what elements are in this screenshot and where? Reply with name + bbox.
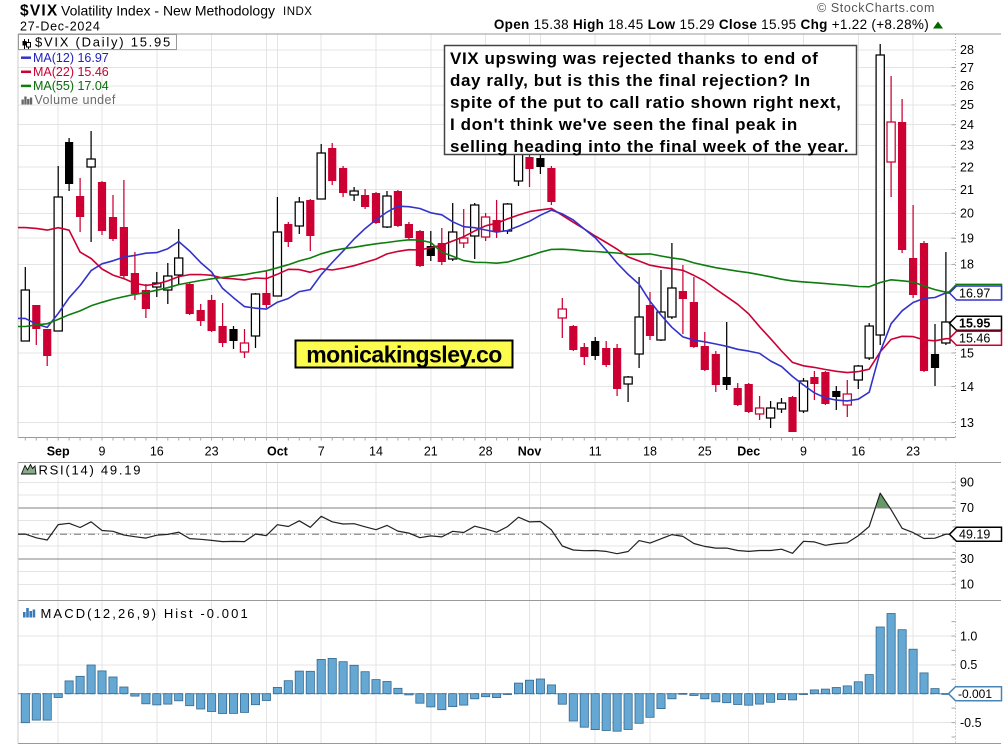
svg-text:28: 28 bbox=[479, 445, 493, 459]
svg-text:-0.5: -0.5 bbox=[960, 716, 982, 730]
svg-text:INDX: INDX bbox=[283, 6, 312, 18]
svg-text:16.97: 16.97 bbox=[959, 286, 990, 300]
svg-text:MA(12) 16.97: MA(12) 16.97 bbox=[33, 51, 109, 65]
svg-text:16: 16 bbox=[150, 445, 164, 459]
svg-text:18: 18 bbox=[643, 445, 657, 459]
svg-text:26: 26 bbox=[960, 79, 974, 93]
svg-text:selling heading into the final: selling heading into the final week of t… bbox=[450, 137, 849, 156]
svg-text:24: 24 bbox=[960, 118, 974, 132]
svg-text:23: 23 bbox=[960, 139, 974, 153]
svg-text:I don't think we've seen the f: I don't think we've seen the final peak … bbox=[450, 115, 798, 134]
svg-text:$VIX: $VIX bbox=[20, 3, 58, 20]
svg-text:Nov: Nov bbox=[518, 445, 542, 459]
svg-text:7: 7 bbox=[318, 445, 325, 459]
svg-text:11: 11 bbox=[589, 445, 602, 459]
svg-text:18: 18 bbox=[960, 258, 974, 272]
svg-text:9: 9 bbox=[99, 445, 106, 459]
svg-text:19: 19 bbox=[960, 232, 974, 246]
svg-text:30: 30 bbox=[960, 552, 974, 566]
svg-text:0.5: 0.5 bbox=[960, 658, 977, 672]
svg-text:MACD(12,26,9) Hist -0.001: MACD(12,26,9) Hist -0.001 bbox=[41, 606, 250, 621]
svg-text:Oct: Oct bbox=[267, 445, 289, 459]
svg-text:22: 22 bbox=[960, 160, 974, 174]
svg-text:10: 10 bbox=[960, 578, 974, 592]
svg-text:14: 14 bbox=[369, 445, 383, 459]
svg-text:27-Dec-2024: 27-Dec-2024 bbox=[20, 20, 101, 34]
svg-text:21: 21 bbox=[424, 445, 438, 459]
svg-text:28: 28 bbox=[960, 43, 974, 57]
svg-text:15.95: 15.95 bbox=[959, 317, 990, 331]
svg-text:23: 23 bbox=[205, 445, 219, 459]
svg-text:25: 25 bbox=[698, 445, 712, 459]
svg-text:90: 90 bbox=[960, 476, 974, 490]
svg-text:Volume undef: Volume undef bbox=[35, 93, 116, 107]
svg-text:Volatility Index - New Methodo: Volatility Index - New Methodology bbox=[61, 3, 275, 19]
svg-text:$VIX (Daily) 15.95: $VIX (Daily) 15.95 bbox=[35, 35, 172, 50]
svg-text:day rally, but is this the fin: day rally, but is this the final rejecti… bbox=[450, 71, 811, 90]
svg-text:MA(22) 15.46: MA(22) 15.46 bbox=[33, 65, 109, 79]
svg-text:15: 15 bbox=[960, 346, 974, 360]
svg-text:RSI(14) 49.19: RSI(14) 49.19 bbox=[39, 463, 143, 478]
svg-text:15.46: 15.46 bbox=[959, 332, 990, 346]
svg-text:21: 21 bbox=[960, 183, 974, 197]
svg-text:70: 70 bbox=[960, 501, 974, 515]
svg-text:23: 23 bbox=[906, 445, 920, 459]
svg-text:spite of the put to call ratio: spite of the put to call ratio shown rig… bbox=[450, 93, 841, 112]
svg-text:20: 20 bbox=[960, 207, 974, 221]
svg-text:13: 13 bbox=[960, 416, 974, 430]
svg-text:Sep: Sep bbox=[47, 445, 70, 459]
svg-text:9: 9 bbox=[800, 445, 807, 459]
svg-text:© StockCharts.com: © StockCharts.com bbox=[817, 1, 935, 15]
svg-text:Open 15.38 High 18.45 Low 15.2: Open 15.38 High 18.45 Low 15.29 Close 15… bbox=[494, 17, 929, 32]
svg-text:MA(55) 17.04: MA(55) 17.04 bbox=[33, 79, 109, 93]
svg-text:1.0: 1.0 bbox=[960, 629, 977, 643]
svg-text:-0.001: -0.001 bbox=[958, 687, 992, 701]
svg-text:25: 25 bbox=[960, 98, 974, 112]
svg-text:VIX upswing was rejected thank: VIX upswing was rejected thanks to end o… bbox=[450, 49, 818, 68]
svg-text:Dec: Dec bbox=[737, 445, 760, 459]
svg-text:14: 14 bbox=[960, 380, 974, 394]
svg-text:49.19: 49.19 bbox=[959, 528, 990, 542]
svg-text:27: 27 bbox=[960, 61, 974, 75]
svg-text:16: 16 bbox=[851, 445, 865, 459]
svg-text:monicakingsley.co: monicakingsley.co bbox=[306, 342, 502, 368]
